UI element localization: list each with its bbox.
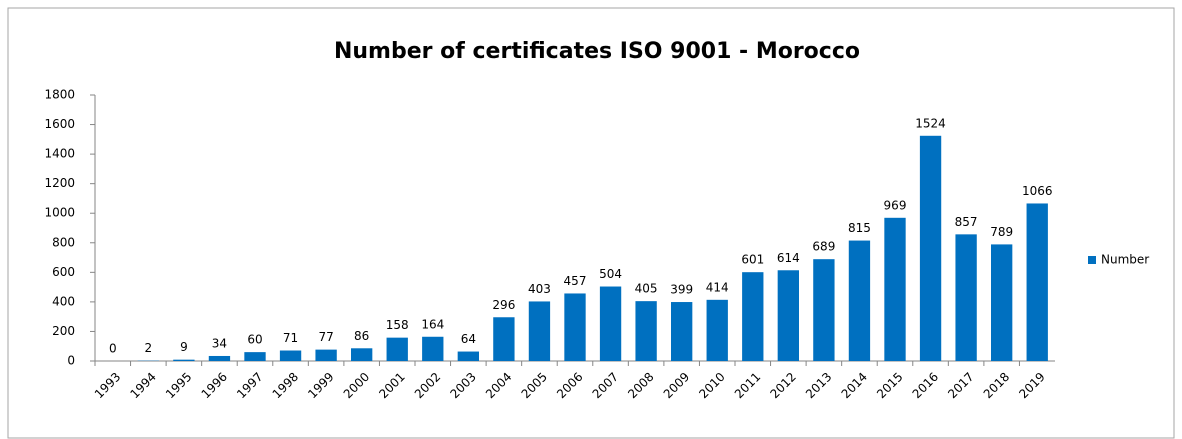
legend-label: Number	[1101, 253, 1149, 267]
bar	[386, 337, 408, 361]
data-label: 60	[247, 333, 262, 347]
bar	[635, 301, 657, 361]
bar	[777, 270, 799, 361]
data-label: 0	[109, 342, 117, 356]
data-label: 2	[145, 341, 153, 355]
data-label: 399	[670, 283, 693, 297]
legend-swatch	[1088, 256, 1096, 264]
bar	[599, 286, 622, 361]
bar	[706, 299, 728, 361]
data-label: 296	[492, 298, 515, 312]
data-label: 86	[354, 329, 369, 343]
data-label: 9	[180, 340, 188, 354]
bar	[991, 244, 1013, 361]
y-tick-label: 600	[52, 265, 75, 279]
bar	[919, 135, 942, 361]
data-label: 789	[990, 225, 1013, 239]
y-tick-label: 1600	[44, 117, 75, 131]
y-tick-label: 400	[52, 294, 75, 308]
bar	[173, 359, 195, 361]
data-label: 689	[812, 240, 835, 254]
data-label: 504	[599, 267, 622, 281]
bar	[208, 355, 231, 361]
data-label: 34	[212, 336, 227, 350]
bar	[884, 217, 906, 361]
bar	[1026, 203, 1048, 361]
bar	[315, 349, 337, 361]
bar	[528, 301, 551, 361]
bar	[279, 350, 302, 361]
data-label: 857	[955, 215, 978, 229]
bar	[493, 317, 515, 361]
data-label: 969	[884, 198, 907, 212]
bar	[955, 234, 977, 361]
y-tick-label: 1200	[44, 176, 75, 190]
bar	[848, 240, 871, 361]
data-label: 815	[848, 221, 871, 235]
data-label: 601	[741, 253, 764, 267]
data-label: 403	[528, 282, 551, 296]
data-label: 64	[461, 332, 476, 346]
data-label: 614	[777, 251, 800, 265]
y-tick-label: 0	[67, 354, 75, 368]
y-tick-label: 1800	[44, 88, 75, 102]
data-label: 164	[421, 317, 444, 331]
chart-border	[7, 7, 1175, 439]
y-tick-label: 800	[52, 235, 75, 249]
data-label: 457	[564, 274, 587, 288]
chart-title: Number of certificates ISO 9001 - Morocc…	[334, 39, 860, 64]
bar	[457, 351, 479, 361]
bar	[351, 348, 373, 361]
bar	[742, 272, 764, 361]
bar	[422, 336, 444, 361]
data-label: 71	[283, 331, 298, 345]
bar	[813, 259, 835, 361]
y-tick-label: 1400	[44, 147, 75, 161]
data-label: 414	[706, 280, 729, 294]
y-tick-label: 200	[52, 324, 75, 338]
data-label: 77	[318, 330, 333, 344]
bar	[671, 302, 693, 361]
data-label: 1524	[915, 116, 946, 130]
bar	[244, 352, 266, 361]
data-label: 158	[386, 318, 409, 332]
data-label: 1066	[1022, 184, 1053, 198]
data-label: 405	[635, 282, 658, 296]
y-tick-label: 1000	[44, 206, 75, 220]
bar	[564, 293, 586, 361]
